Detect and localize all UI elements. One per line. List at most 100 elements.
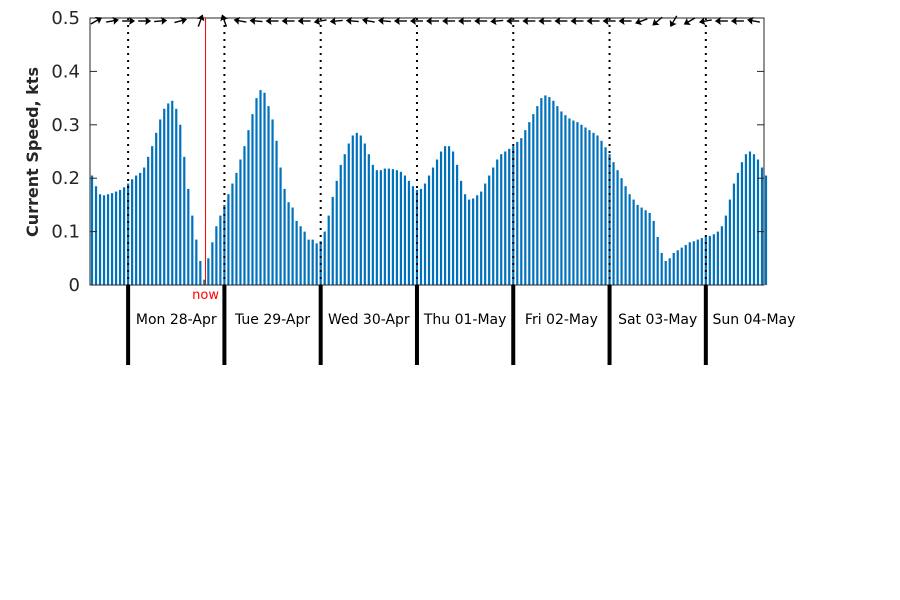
bar (736, 172, 740, 285)
bar (672, 252, 675, 285)
bar (451, 151, 455, 285)
bar (143, 167, 146, 285)
bar (688, 242, 691, 285)
flow-arrow-head (683, 18, 691, 25)
bar (335, 180, 338, 285)
flow-arrow-head (409, 17, 416, 25)
bar (472, 198, 475, 285)
bar (403, 175, 407, 285)
bar (347, 143, 350, 285)
bar (532, 114, 535, 286)
day-ticks (126, 285, 708, 365)
flow-arrow (730, 17, 744, 25)
flow-arrow-head (554, 17, 561, 25)
bar (363, 143, 366, 285)
flow-direction-arrows (90, 14, 761, 28)
bar-series (90, 90, 768, 286)
bar (572, 120, 575, 285)
day-label: Sun 04-May (713, 312, 796, 328)
flow-arrow (249, 16, 263, 25)
flow-arrow-head (490, 17, 497, 26)
day-dividers (127, 18, 707, 285)
flow-arrow-head (714, 17, 721, 25)
flow-arrow-head (361, 16, 369, 25)
bar (692, 241, 695, 285)
flow-arrow (538, 17, 552, 25)
bar (700, 238, 703, 285)
bar (612, 162, 615, 285)
bar (564, 115, 567, 285)
flow-arrow-head (458, 17, 465, 25)
bar (732, 183, 736, 285)
bar (123, 187, 126, 285)
bar (367, 154, 370, 285)
flow-arrow (490, 17, 504, 26)
bar (439, 151, 443, 285)
flow-arrow (154, 16, 168, 25)
bar (556, 106, 559, 285)
bar (391, 169, 395, 285)
bar (548, 97, 551, 285)
flow-arrow (361, 16, 375, 25)
bar (167, 103, 170, 285)
bar (387, 168, 390, 285)
bar (279, 167, 282, 285)
y-tick-label: 0.2 (51, 168, 80, 189)
bar (592, 132, 595, 285)
flow-arrow (196, 14, 205, 27)
bar (175, 108, 178, 285)
flow-arrow-head (297, 17, 304, 25)
bar (235, 172, 238, 285)
bar (496, 159, 499, 285)
bar (660, 252, 663, 285)
bar (187, 188, 190, 285)
flow-arrow-head (94, 17, 103, 24)
flow-arrow (506, 17, 520, 25)
bar (355, 132, 358, 285)
flow-arrow-head (426, 17, 433, 25)
bar (102, 195, 106, 285)
bar (315, 243, 318, 285)
bar (620, 178, 623, 285)
bar (488, 175, 491, 285)
bar (720, 226, 723, 285)
bar (243, 146, 246, 285)
bar (608, 154, 611, 285)
bar (303, 231, 306, 285)
flow-arrow-head (570, 17, 577, 25)
flow-arrow-head (112, 16, 119, 25)
bar (163, 108, 166, 285)
bar (383, 168, 386, 285)
now-marker: now (192, 18, 219, 303)
bar (460, 180, 463, 285)
bar (223, 204, 226, 285)
flow-arrow (220, 14, 228, 27)
day-label: Fri 02-May (525, 312, 598, 328)
y-tick-label: 0.3 (51, 115, 80, 136)
bar (131, 179, 134, 285)
bar (287, 202, 290, 285)
flow-arrow-head (233, 16, 241, 25)
flow-arrow-head (249, 16, 256, 25)
flow-arrow-head (196, 14, 205, 22)
flow-arrow-head (506, 17, 513, 25)
bar (664, 260, 667, 285)
bar (110, 193, 114, 285)
bar (447, 146, 451, 285)
bar (183, 156, 186, 285)
bar (151, 146, 154, 285)
flow-arrow (345, 16, 359, 25)
bar (740, 162, 744, 285)
flow-arrow (714, 17, 728, 25)
bar (118, 189, 122, 285)
bar (139, 172, 142, 285)
flow-arrow (90, 17, 103, 25)
bar (716, 231, 719, 285)
flow-arrow (570, 17, 584, 25)
bar (106, 194, 110, 285)
bar (271, 119, 274, 286)
flow-arrow (233, 16, 247, 25)
flow-arrow (106, 16, 119, 25)
bar (508, 148, 511, 285)
bar (632, 199, 635, 285)
